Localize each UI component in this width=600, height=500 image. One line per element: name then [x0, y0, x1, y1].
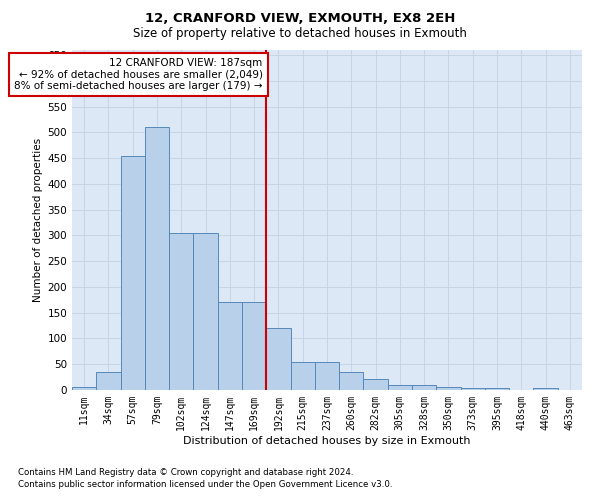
Text: 12 CRANFORD VIEW: 187sqm
← 92% of detached houses are smaller (2,049)
8% of semi: 12 CRANFORD VIEW: 187sqm ← 92% of detach…	[14, 58, 263, 91]
Bar	[339, 372, 364, 390]
Bar	[388, 385, 412, 390]
Bar	[193, 233, 218, 390]
Text: Contains HM Land Registry data © Crown copyright and database right 2024.
Contai: Contains HM Land Registry data © Crown c…	[18, 468, 392, 489]
Bar	[121, 156, 145, 390]
Bar	[266, 328, 290, 390]
Bar	[96, 372, 121, 390]
Y-axis label: Number of detached properties: Number of detached properties	[33, 138, 43, 302]
Text: 12, CRANFORD VIEW, EXMOUTH, EX8 2EH: 12, CRANFORD VIEW, EXMOUTH, EX8 2EH	[145, 12, 455, 26]
Bar	[145, 128, 169, 390]
Bar	[364, 378, 388, 390]
Bar	[242, 302, 266, 390]
Bar	[485, 388, 509, 390]
Text: Size of property relative to detached houses in Exmouth: Size of property relative to detached ho…	[133, 28, 467, 40]
Bar	[461, 388, 485, 390]
Bar	[169, 233, 193, 390]
Bar	[412, 385, 436, 390]
Bar	[533, 388, 558, 390]
Bar	[436, 388, 461, 390]
Bar	[315, 362, 339, 390]
Bar	[290, 362, 315, 390]
Bar	[72, 388, 96, 390]
Bar	[218, 302, 242, 390]
X-axis label: Distribution of detached houses by size in Exmouth: Distribution of detached houses by size …	[183, 436, 471, 446]
